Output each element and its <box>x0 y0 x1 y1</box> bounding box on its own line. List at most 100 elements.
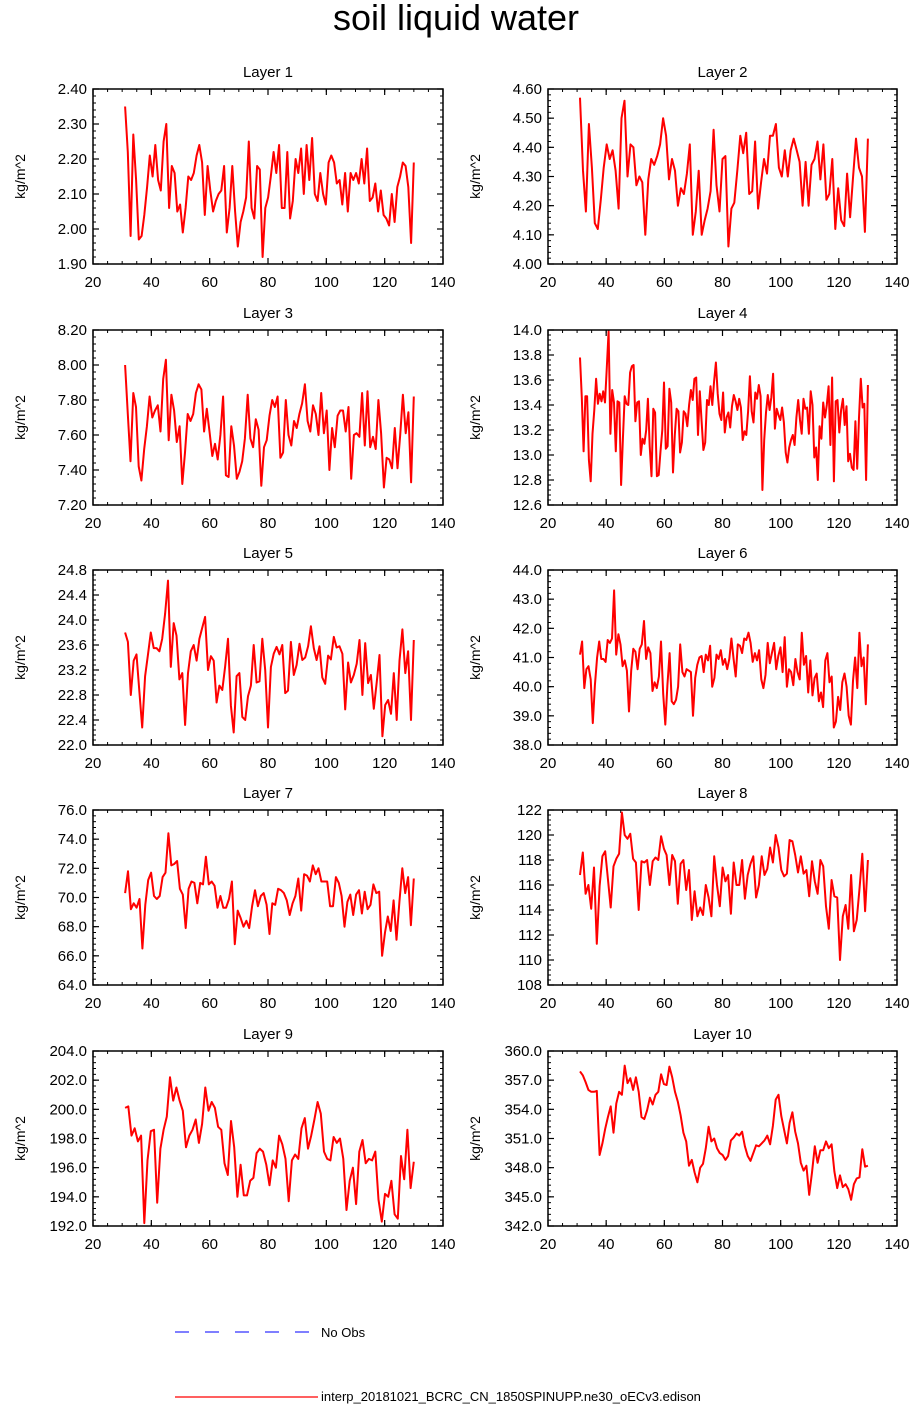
layer-5-xtick-label: 120 <box>372 755 397 772</box>
layer-3-xtick-label: 100 <box>314 515 339 532</box>
layer-9-xtick-label: 100 <box>314 1236 339 1253</box>
layer-8-ytick-label: 108 <box>517 977 542 994</box>
layer-5-ytick-label: 23.2 <box>58 662 87 679</box>
layer-9-series-line <box>124 1076 415 1225</box>
layer-10-ytick-label: 342.0 <box>504 1218 542 1235</box>
layer-5-xtick-label: 60 <box>201 755 218 772</box>
layer-7-xtick-label: 60 <box>201 995 218 1012</box>
layer-7-series-line <box>124 832 415 957</box>
layer-3-ytick-label: 8.00 <box>58 357 87 374</box>
layer-1-plot-frame <box>92 88 444 265</box>
layer-8-ytick-label: 110 <box>518 952 542 969</box>
layer-7-plot-frame <box>92 809 444 986</box>
layer-1-series-line <box>124 106 415 258</box>
layer-2-ylabel: kg/m^2 <box>467 154 483 199</box>
layer-5-ytick-label: 22.0 <box>58 737 87 754</box>
layer-2-xtick-label: 20 <box>540 274 557 291</box>
layer-9-xtick-label: 140 <box>430 1236 455 1253</box>
layer-2-ytick-label: 4.20 <box>513 198 542 215</box>
layer-6-xtick-label: 60 <box>656 755 673 772</box>
layer-3-xtick-label: 140 <box>430 515 455 532</box>
layer-8-ylabel: kg/m^2 <box>467 875 483 920</box>
layer-6-ytick-label: 41.0 <box>513 650 542 667</box>
layer-1-ytick-label: 1.90 <box>58 256 87 273</box>
layer-10-ytick-label: 345.0 <box>504 1189 542 1206</box>
layer-8-xtick-label: 60 <box>656 995 673 1012</box>
layer-3-xtick-label: 40 <box>143 515 160 532</box>
layer-5-ytick-label: 24.8 <box>58 562 87 579</box>
layer-10-ylabel: kg/m^2 <box>467 1116 483 1161</box>
layer-10-xtick-label: 80 <box>714 1236 731 1253</box>
layer-4-xtick-label: 80 <box>714 515 731 532</box>
layer-4-series-line <box>579 330 869 491</box>
layer-2-ytick-label: 4.30 <box>513 169 542 186</box>
layer-5-xtick-label: 40 <box>143 755 160 772</box>
layer-3-xtick-label: 20 <box>85 515 102 532</box>
layer-3-ytick-label: 7.40 <box>58 462 87 479</box>
layer-7-ytick-label: 68.0 <box>58 919 87 936</box>
layer-9-plot-frame <box>92 1050 444 1227</box>
layer-4-xtick-label: 120 <box>826 515 851 532</box>
layer-5-ytick-label: 24.4 <box>58 587 87 604</box>
layer-5-ytick-label: 22.8 <box>58 687 87 704</box>
layer-7-ylabel: kg/m^2 <box>12 875 28 920</box>
layer-6-ytick-label: 39.0 <box>513 708 542 725</box>
layer-6-xtick-label: 40 <box>598 755 615 772</box>
layer-3-xtick-label: 120 <box>372 515 397 532</box>
legend-model-label: interp_20181021_BCRC_CN_1850SPINUPP.ne30… <box>321 1389 701 1404</box>
layer-1-ytick-label: 2.10 <box>58 186 87 203</box>
layer-3-xtick-label: 80 <box>260 515 277 532</box>
layer-3-ytick-label: 7.80 <box>58 392 87 409</box>
layer-6-xtick-label: 80 <box>714 755 731 772</box>
layer-4-xtick-label: 40 <box>598 515 615 532</box>
layer-3-series-line <box>124 358 415 489</box>
layer-8-ytick-label: 122 <box>517 802 542 819</box>
layer-3-title: Layer 3 <box>243 305 293 322</box>
layer-9-ytick-label: 192.0 <box>49 1218 87 1235</box>
layer-10-plot-frame <box>547 1050 898 1227</box>
layer-10-xtick-label: 40 <box>598 1236 615 1253</box>
layer-3-ytick-label: 7.20 <box>58 497 87 514</box>
layer-2-series-line <box>579 97 869 248</box>
layer-2-ytick-label: 4.10 <box>513 227 542 244</box>
layer-10-ytick-label: 348.0 <box>504 1160 542 1177</box>
layer-8-xtick-label: 20 <box>540 995 557 1012</box>
layer-8-xtick-label: 120 <box>826 995 851 1012</box>
layer-5-ytick-label: 24.0 <box>58 612 87 629</box>
layer-1-ytick-label: 2.00 <box>58 221 87 238</box>
layer-6-xtick-label: 100 <box>768 755 793 772</box>
figure-title: soil liquid water <box>332 0 580 38</box>
layer-2-xtick-label: 120 <box>826 274 851 291</box>
layer-6-xtick-label: 20 <box>540 755 557 772</box>
layer-10-xtick-label: 140 <box>884 1236 909 1253</box>
layer-1-ytick-label: 2.20 <box>58 151 87 168</box>
layer-9-ytick-label: 196.0 <box>49 1160 87 1177</box>
layer-6-ytick-label: 44.0 <box>513 562 542 579</box>
layer-10-ytick-label: 351.0 <box>504 1131 542 1148</box>
layer-7-ytick-label: 66.0 <box>58 948 87 965</box>
layer-7-title: Layer 7 <box>243 785 293 802</box>
layer-7-ytick-label: 72.0 <box>58 860 87 877</box>
layer-8-ytick-label: 120 <box>517 827 542 844</box>
layer-7-xtick-label: 100 <box>314 995 339 1012</box>
layer-9-xtick-label: 60 <box>201 1236 218 1253</box>
layer-4-xtick-label: 140 <box>884 515 909 532</box>
layer-6-plot-frame <box>547 569 898 746</box>
layer-10-xtick-label: 120 <box>826 1236 851 1253</box>
layer-10-ytick-label: 360.0 <box>504 1043 542 1060</box>
layer-4-ytick-label: 13.4 <box>513 397 542 414</box>
layer-1-ylabel: kg/m^2 <box>12 154 28 199</box>
layer-7-xtick-label: 80 <box>260 995 277 1012</box>
layer-6-title: Layer 6 <box>697 545 747 562</box>
layer-4-title: Layer 4 <box>697 305 747 322</box>
layer-6-ytick-label: 43.0 <box>513 591 542 608</box>
layer-7-ytick-label: 76.0 <box>58 802 87 819</box>
layer-5-series-line <box>124 579 415 738</box>
layer-8-ytick-label: 114 <box>518 902 542 919</box>
layer-2-title: Layer 2 <box>697 64 747 81</box>
layer-1-xtick-label: 40 <box>143 274 160 291</box>
layer-4-xtick-label: 100 <box>768 515 793 532</box>
layer-8-plot-frame <box>547 809 898 986</box>
layer-9-ytick-label: 194.0 <box>49 1189 87 1206</box>
layer-5-xtick-label: 140 <box>430 755 455 772</box>
